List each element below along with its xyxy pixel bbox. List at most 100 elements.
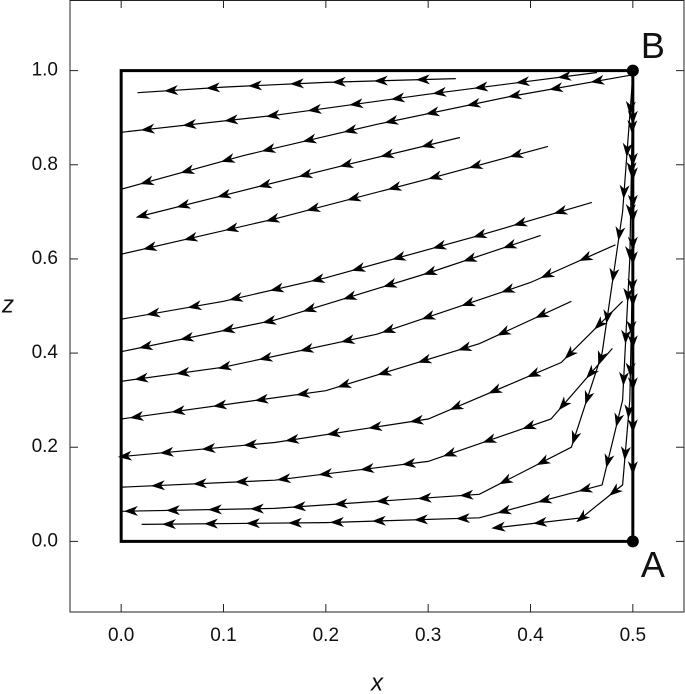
arrowhead	[123, 505, 139, 516]
arrowhead	[626, 320, 637, 335]
arrowhead	[165, 505, 181, 516]
plot-frame	[69, 0, 685, 613]
arrowhead	[340, 334, 356, 344]
arrowhead	[171, 405, 186, 416]
arrowhead	[578, 250, 594, 262]
streamline	[121, 145, 549, 255]
arrowhead	[496, 325, 512, 336]
arrowhead	[318, 468, 333, 479]
arrowhead	[584, 389, 595, 405]
arrowhead	[502, 238, 518, 249]
arrowhead	[258, 351, 274, 362]
arrowhead	[626, 162, 637, 177]
arrowhead	[138, 340, 154, 351]
arrowhead	[299, 343, 315, 353]
streamline	[121, 234, 541, 353]
arrowhead	[621, 329, 632, 345]
arrowhead	[604, 453, 615, 468]
arrowhead	[175, 366, 191, 377]
arrowhead	[417, 492, 432, 503]
arrowhead	[466, 97, 482, 108]
arrowhead	[287, 517, 302, 528]
arrowhead	[302, 302, 318, 313]
streamline	[121, 244, 616, 382]
arrowhead	[384, 114, 400, 125]
arrowhead	[307, 103, 323, 114]
arrowhead	[346, 191, 362, 202]
arrowhead	[245, 518, 260, 529]
arrowhead	[207, 504, 222, 515]
arrowhead	[623, 287, 634, 303]
y-tick-label: 0.8	[32, 154, 58, 175]
arrowhead	[455, 513, 471, 524]
arrowhead	[265, 109, 281, 120]
arrowhead	[337, 378, 353, 388]
arrowhead	[192, 478, 208, 489]
arrowhead	[558, 396, 572, 411]
arrowhead	[298, 168, 314, 179]
arrowhead	[627, 251, 638, 266]
arrowhead	[203, 518, 218, 529]
arrowhead	[117, 450, 133, 461]
arrowhead	[590, 74, 606, 85]
arrowhead	[614, 412, 625, 428]
arrowhead	[257, 178, 273, 189]
streamline	[121, 348, 613, 488]
arrowhead	[459, 489, 474, 500]
arrowhead	[142, 241, 158, 251]
arrowhead	[608, 483, 624, 496]
arrowhead	[390, 92, 406, 103]
arrowhead	[522, 419, 538, 430]
x-tick-label: 0.3	[415, 625, 441, 646]
point-label: B	[641, 25, 665, 66]
arrowhead	[217, 360, 233, 371]
arrowhead	[135, 209, 151, 219]
arrowhead	[615, 226, 626, 241]
arrowhead	[627, 461, 638, 476]
arrowhead	[474, 81, 489, 92]
y-axis-title: z	[1, 291, 14, 318]
arrowhead	[228, 292, 244, 302]
arrowhead	[457, 341, 473, 351]
arrowhead	[597, 349, 608, 365]
arrowhead	[609, 267, 620, 283]
y-tick-label: 0.6	[32, 248, 58, 269]
arrowhead	[509, 148, 525, 159]
arrowhead	[428, 170, 444, 181]
arrowhead	[377, 366, 393, 376]
streamline	[121, 300, 572, 420]
point	[626, 535, 639, 548]
arrowhead	[627, 419, 638, 434]
arrowhead	[129, 410, 145, 421]
x-tick-label: 0.0	[108, 625, 134, 646]
arrowhead	[594, 316, 608, 330]
arrowhead	[449, 399, 465, 410]
arrowhead	[537, 493, 553, 504]
arrowhead	[578, 482, 594, 493]
arrowhead	[423, 265, 439, 276]
arrowhead	[146, 307, 161, 318]
arrowhead	[164, 85, 179, 96]
arrowhead	[269, 282, 285, 293]
arrowhead	[533, 516, 548, 527]
arrowhead	[576, 509, 591, 523]
arrowhead	[425, 106, 441, 117]
arrowhead	[557, 70, 572, 81]
arrowhead	[391, 250, 407, 261]
x-axis-title: x	[370, 669, 384, 694]
arrowhead	[507, 89, 523, 100]
arrowhead	[150, 480, 166, 491]
arrowhead	[401, 457, 417, 468]
streamline	[141, 94, 634, 525]
arrowhead	[586, 364, 600, 379]
arrowhead	[329, 517, 345, 527]
arrowhead	[343, 124, 359, 134]
arrowhead	[624, 404, 635, 419]
arrowhead	[306, 202, 322, 212]
arrowhead	[432, 239, 448, 250]
arrowhead	[262, 314, 277, 325]
arrowhead	[302, 133, 318, 144]
arrowhead	[409, 414, 425, 425]
